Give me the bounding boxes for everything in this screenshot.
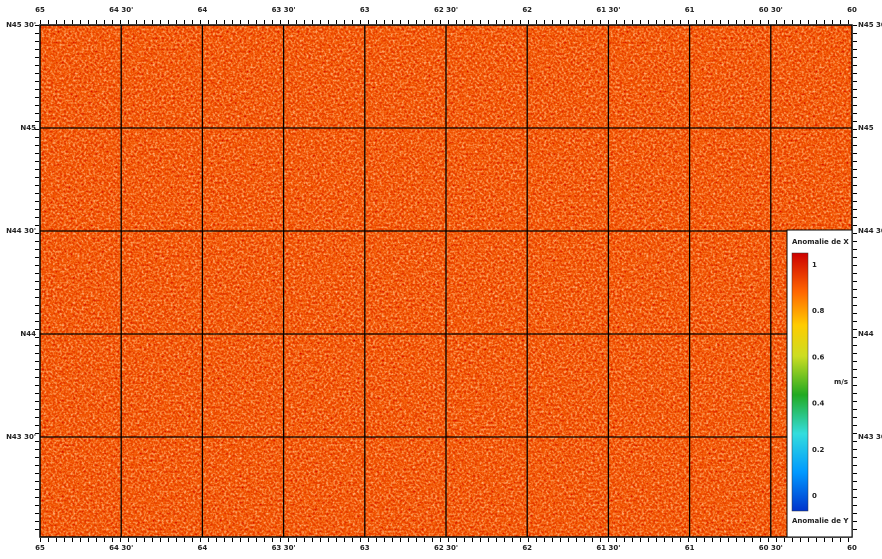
y-label: N45 30' — [6, 21, 36, 29]
x-label: 65 — [35, 6, 45, 14]
map: Anomalie de X m/s Anomalie de Y 1 0.8 0.6 0… — [0, 0, 882, 555]
legend-tick-label: 0.6 — [812, 353, 825, 361]
x-label: 64 30' — [109, 544, 133, 552]
legend-tick-label: 0.4 — [812, 400, 825, 408]
legend-title: Anomalie de X — [792, 238, 849, 246]
x-label: 61 30' — [596, 6, 620, 14]
legend-tick-label: 0 — [812, 492, 817, 500]
x-label: 65 — [35, 544, 45, 552]
y-label: N44 — [20, 330, 36, 338]
legend-footer: Anomalie de Y — [792, 517, 849, 525]
x-label: 64 — [198, 544, 208, 552]
legend-tick-label: 0.8 — [812, 307, 825, 315]
legend: Anomalie de X m/s Anomalie de Y 1 0.8 0.6 0… — [787, 230, 852, 537]
x-label: 62 — [522, 544, 532, 552]
x-label: 63 30' — [272, 544, 296, 552]
x-label: 60 — [847, 544, 857, 552]
x-label: 60 30' — [759, 6, 783, 14]
x-label: 63 — [360, 6, 370, 14]
x-label: 60 — [847, 6, 857, 14]
x-label: 61 — [685, 6, 695, 14]
legend-tick-label: 0.2 — [812, 446, 825, 454]
y-label: N44 30' — [6, 227, 36, 235]
x-label: 62 — [522, 6, 532, 14]
x-label: 62 30' — [434, 6, 458, 14]
y-label: N44 — [858, 330, 874, 338]
x-label: 61 — [685, 544, 695, 552]
x-label: 62 30' — [434, 544, 458, 552]
y-label: N45 — [20, 124, 36, 132]
y-label: N43 30' — [858, 433, 882, 441]
x-label: 64 30' — [109, 6, 133, 14]
y-label: N45 — [858, 124, 874, 132]
y-label: N44 30' — [858, 227, 882, 235]
x-label: 64 — [198, 6, 208, 14]
x-label: 63 — [360, 544, 370, 552]
x-label: 60 30' — [759, 544, 783, 552]
legend-tick-label: 1 — [812, 261, 817, 269]
y-label: N43 30' — [6, 433, 36, 441]
y-label: N45 30' — [858, 21, 882, 29]
color-bar — [792, 253, 808, 511]
x-label: 63 30' — [272, 6, 296, 14]
x-label: 61 30' — [596, 544, 620, 552]
legend-unit: m/s — [834, 378, 848, 386]
